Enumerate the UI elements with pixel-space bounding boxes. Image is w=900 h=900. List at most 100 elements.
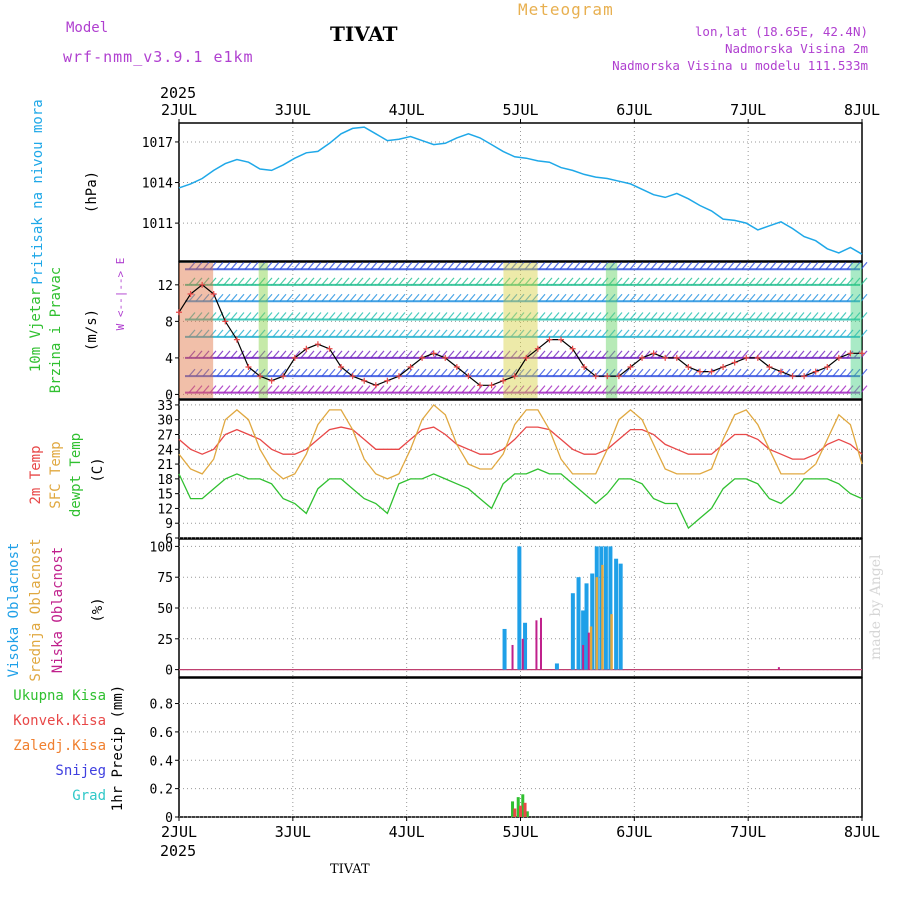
wind-speed-band — [258, 263, 268, 398]
wind-barb — [293, 312, 301, 320]
wind-barb — [419, 312, 427, 320]
wind-barb — [566, 350, 574, 359]
wind-barb — [188, 368, 196, 377]
wind-barb — [608, 385, 616, 393]
low-cloud-axis-label: Niska Oblacnost — [50, 547, 66, 673]
wind-barb — [818, 312, 826, 320]
wind-barb — [657, 312, 665, 320]
wind-barb — [419, 350, 427, 359]
wind-barb — [580, 368, 588, 377]
wind-barb — [335, 277, 343, 286]
wind-barb — [664, 368, 672, 377]
wind-barb — [517, 385, 525, 393]
wind-barb — [342, 329, 350, 338]
wind-barb — [398, 293, 406, 302]
y-tick-label: 75 — [157, 571, 173, 586]
wind-barb — [188, 277, 196, 286]
wind-barb — [678, 350, 686, 359]
wind-barb — [853, 368, 861, 377]
wind-barb — [678, 277, 686, 286]
wind-speed-point — [500, 377, 507, 384]
wind-barb — [713, 385, 721, 393]
wind-barb — [622, 261, 630, 270]
wind-barb — [230, 293, 238, 302]
wind-speed-point — [696, 368, 703, 375]
conv-precip-bar — [513, 808, 517, 817]
wind-barb — [692, 277, 700, 286]
wind-barb — [321, 277, 329, 286]
wind-barb — [510, 385, 518, 393]
high-cloud-bar — [590, 573, 595, 670]
wind-barb — [426, 329, 434, 338]
wind-barb — [699, 368, 707, 377]
wind-barb — [608, 312, 616, 320]
wind-barb — [762, 385, 770, 393]
x-tick-label-top: 6JUL — [616, 101, 652, 119]
wind-barb — [286, 368, 294, 377]
lonlat-label: lon,lat (18.65E, 42.4N) — [694, 24, 868, 39]
wind-barb — [356, 261, 364, 270]
wind-speed-point — [442, 354, 449, 361]
wind-barb — [538, 385, 546, 393]
y-tick-label: 25 — [157, 633, 173, 648]
x-tick-label-top: 3JUL — [275, 101, 311, 119]
wind-barb — [573, 312, 581, 320]
wind-barb — [790, 368, 798, 377]
high-cloud-bar — [581, 610, 586, 670]
wind-speed-point — [847, 350, 854, 357]
wind-barb — [860, 293, 868, 302]
wind-barb — [643, 385, 651, 393]
wind-barb — [594, 329, 602, 338]
wind-barb — [370, 261, 378, 270]
wind-barb — [265, 312, 273, 320]
wind-barb — [433, 293, 441, 302]
wind-barb — [265, 261, 273, 270]
wind-barb — [503, 329, 511, 338]
wind-barb — [531, 350, 539, 359]
wind-speed-point — [789, 373, 796, 380]
wind-barb — [496, 350, 504, 359]
model-label: Model — [66, 20, 109, 36]
x-tick-label-top: 4JUL — [389, 101, 425, 119]
wind-barb — [195, 261, 203, 270]
wind-barb — [412, 350, 420, 359]
wind-barb — [510, 329, 518, 338]
wind-barb — [510, 312, 518, 320]
wind-barb — [580, 329, 588, 338]
wind-speed-point — [523, 354, 530, 361]
wind-barb — [265, 368, 273, 377]
wind-barb — [713, 312, 721, 320]
wind-barb — [412, 293, 420, 302]
x-tick-label-bottom: 8JUL — [844, 823, 880, 841]
wind-barb — [405, 261, 413, 270]
wind-barb — [489, 312, 497, 320]
wind-barb — [608, 368, 616, 377]
wind-barb — [755, 312, 763, 320]
wind-barb — [615, 312, 623, 320]
wind-barb — [300, 312, 308, 320]
wind-barb — [244, 350, 252, 359]
wind-barb — [664, 293, 672, 302]
wind-barb — [552, 261, 560, 270]
wind-barb — [300, 277, 308, 286]
wind-barb — [790, 293, 798, 302]
wind-speed-band — [179, 263, 214, 398]
wind-barb — [328, 293, 336, 302]
wind-barb — [209, 385, 217, 393]
wind-barb — [468, 312, 476, 320]
wind-barb — [587, 293, 595, 302]
wind-barb — [692, 329, 700, 338]
x-tick-label-top: 5JUL — [502, 101, 538, 119]
wind-barb — [594, 293, 602, 302]
wind-speed-point — [731, 359, 738, 366]
wind-barb — [454, 277, 462, 286]
wind-barb — [755, 350, 763, 359]
wind-barb — [552, 329, 560, 338]
wind-barb — [776, 277, 784, 286]
wind-barb — [384, 277, 392, 286]
wind-barb — [524, 312, 532, 320]
wind-barb — [433, 312, 441, 320]
y-tick-label: 1014 — [142, 177, 173, 192]
wind-barb — [650, 312, 658, 320]
y-tick-label: 0.4 — [150, 754, 174, 769]
